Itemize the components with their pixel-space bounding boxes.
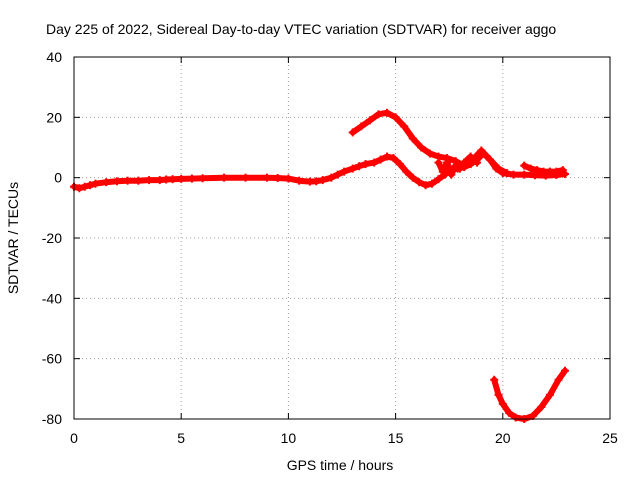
x-tick-labels: 0 5 10 15 20 25 bbox=[70, 430, 618, 446]
x-tick-label: 0 bbox=[70, 430, 78, 446]
tick-marks bbox=[73, 56, 611, 420]
chart-title: Day 225 of 2022, Sidereal Day-to-day VTE… bbox=[46, 21, 556, 37]
x-axis-label: GPS time / hours bbox=[287, 457, 394, 473]
data-layer bbox=[70, 108, 569, 423]
y-tick-label: -60 bbox=[42, 351, 62, 367]
y-axis-label: SDTVAR / TECUs bbox=[5, 182, 21, 294]
y-tick-label: 0 bbox=[54, 170, 62, 186]
y-tick-label: -20 bbox=[42, 230, 62, 246]
y-tick-label: -80 bbox=[42, 411, 62, 427]
y-tick-labels: -80 -60 -40 -20 0 20 40 bbox=[42, 49, 62, 427]
x-tick-label: 5 bbox=[177, 430, 185, 446]
x-tick-label: 20 bbox=[495, 430, 511, 446]
x-tick-label: 10 bbox=[281, 430, 297, 446]
series-main-trace bbox=[71, 150, 568, 192]
series-lower-arc bbox=[491, 367, 568, 422]
y-tick-label: -40 bbox=[42, 290, 62, 306]
x-tick-label: 25 bbox=[602, 430, 618, 446]
grid-lines bbox=[74, 57, 610, 419]
y-tick-label: 20 bbox=[46, 109, 62, 125]
x-tick-label: 15 bbox=[388, 430, 404, 446]
y-tick-label: 40 bbox=[46, 49, 62, 65]
